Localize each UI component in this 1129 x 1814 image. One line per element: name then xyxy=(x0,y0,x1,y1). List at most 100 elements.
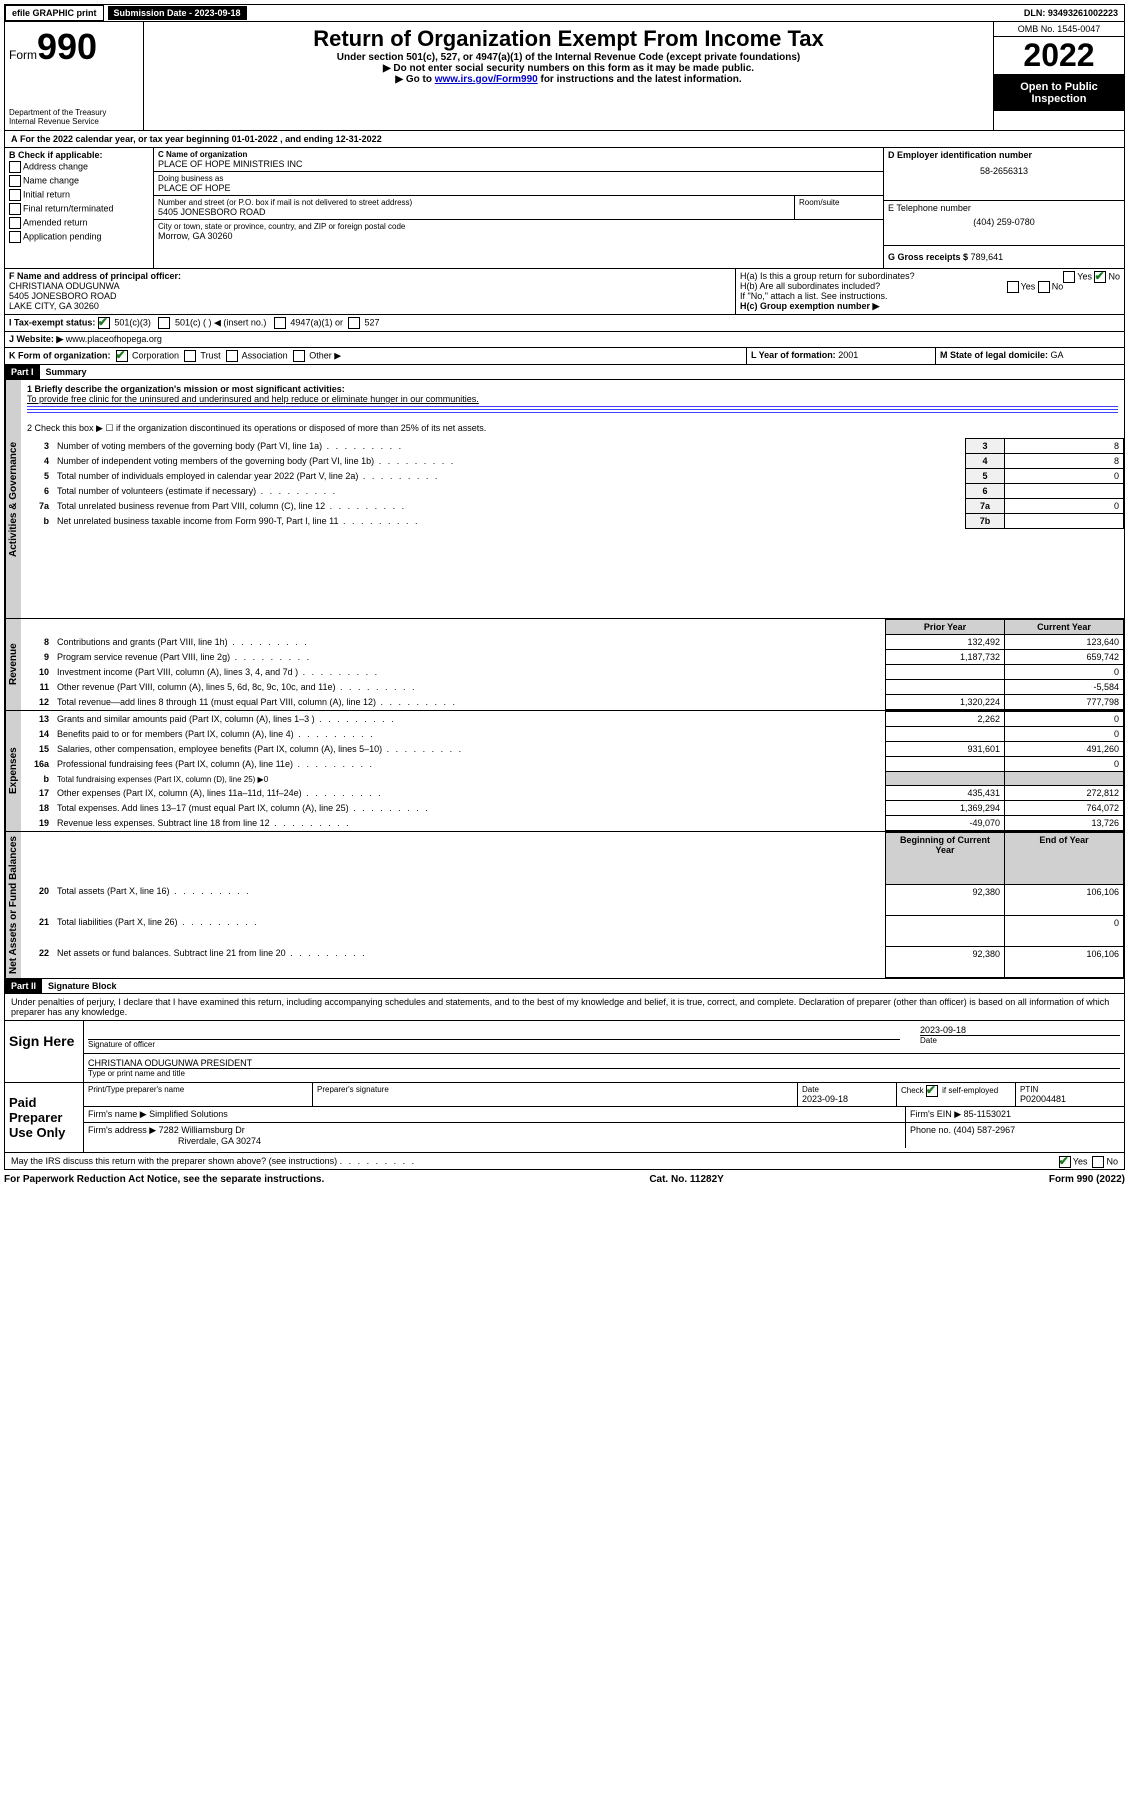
chk-address-change[interactable]: Address change xyxy=(9,160,149,174)
irs-link[interactable]: www.irs.gov/Form990 xyxy=(435,74,538,85)
revenue-table: Prior Year Current Year8 Contributions a… xyxy=(21,619,1124,710)
part1-body: Activities & Governance 1 Briefly descri… xyxy=(4,380,1125,619)
firm-addr2: Riverdale, GA 30274 xyxy=(178,1136,261,1146)
chk-ha-no[interactable] xyxy=(1094,271,1106,283)
chk-4947[interactable] xyxy=(274,317,286,329)
officer-group-grid: F Name and address of principal officer:… xyxy=(4,269,1125,315)
org-form-grid: K Form of organization: Corporation Trus… xyxy=(4,348,1125,365)
chk-discuss-no[interactable] xyxy=(1092,1156,1104,1168)
org-name: PLACE OF HOPE MINISTRIES INC xyxy=(158,159,879,169)
tax-status-label: I Tax-exempt status: xyxy=(9,317,95,327)
dba-value: PLACE OF HOPE xyxy=(158,183,879,193)
pp-name-label: Print/Type preparer's name xyxy=(88,1085,308,1094)
sig-officer-label: Signature of officer xyxy=(88,1040,900,1049)
ptin-label: PTIN xyxy=(1020,1085,1120,1094)
table-row: 11 Other revenue (Part VIII, column (A),… xyxy=(21,680,1124,695)
box-h: H(a) Is this a group return for subordin… xyxy=(736,269,1124,314)
submission-date-button[interactable]: Submission Date - 2023-09-18 xyxy=(108,6,247,20)
chk-name-change[interactable]: Name change xyxy=(9,174,149,188)
chk-corporation[interactable] xyxy=(116,350,128,362)
table-row: 8 Contributions and grants (Part VIII, l… xyxy=(21,635,1124,650)
chk-hb-yes[interactable] xyxy=(1007,281,1019,293)
chk-discuss-yes[interactable] xyxy=(1059,1156,1071,1168)
line2-text: 2 Check this box ▶ ☐ if the organization… xyxy=(21,419,1124,438)
chk-501c[interactable] xyxy=(158,317,170,329)
table-row: 16a Professional fundraising fees (Part … xyxy=(21,757,1124,772)
mission-block: 1 Briefly describe the organization's mi… xyxy=(21,380,1124,419)
part1-header: Part I Summary xyxy=(4,365,1125,380)
chk-527[interactable] xyxy=(348,317,360,329)
tax-status-grid: I Tax-exempt status: 501(c)(3) 501(c) ( … xyxy=(4,315,1125,348)
table-row: 15 Salaries, other compensation, employe… xyxy=(21,742,1124,757)
gross-receipts-value: 789,641 xyxy=(971,252,1004,262)
chk-self-employed[interactable] xyxy=(926,1085,938,1097)
table-header-row: Prior Year Current Year xyxy=(21,620,1124,635)
chk-association[interactable] xyxy=(226,350,238,362)
table-row: 17 Other expenses (Part IX, column (A), … xyxy=(21,786,1124,801)
ein-label: D Employer identification number xyxy=(888,150,1120,160)
ein-value: 58-2656313 xyxy=(888,166,1120,176)
city-label: City or town, state or province, country… xyxy=(158,222,879,231)
street-value: 5405 JONESBORO ROAD xyxy=(158,207,790,217)
org-name-label: C Name of organization xyxy=(158,150,879,159)
table-row: 4 Number of independent voting members o… xyxy=(21,454,1124,469)
chk-final-return[interactable]: Final return/terminated xyxy=(9,202,149,216)
mission-text: To provide free clinic for the uninsured… xyxy=(27,394,1118,404)
officer-addr1: 5405 JONESBORO ROAD xyxy=(9,291,117,301)
discuss-label: May the IRS discuss this return with the… xyxy=(11,1156,337,1166)
footer-left: For Paperwork Reduction Act Notice, see … xyxy=(4,1174,324,1185)
revenue-section-label: Revenue xyxy=(5,619,21,710)
firm-addr1: 7282 Williamsburg Dr xyxy=(159,1125,245,1135)
table-row: 14 Benefits paid to or for members (Part… xyxy=(21,727,1124,742)
gross-receipts-label: G Gross receipts $ xyxy=(888,252,968,262)
firm-addr-label: Firm's address ▶ xyxy=(88,1125,156,1135)
page-footer: For Paperwork Reduction Act Notice, see … xyxy=(4,1170,1125,1189)
firm-name-label: Firm's name ▶ xyxy=(88,1109,147,1119)
table-row: 10 Investment income (Part VIII, column … xyxy=(21,665,1124,680)
form-header: Form990 Department of the Treasury Inter… xyxy=(4,22,1125,131)
footer-right: Form 990 (2022) xyxy=(1049,1174,1125,1185)
form-title: Return of Organization Exempt From Incom… xyxy=(148,26,989,52)
table-row: 13 Grants and similar amounts paid (Part… xyxy=(21,712,1124,727)
pp-sig-label: Preparer's signature xyxy=(317,1085,793,1094)
table-row: b Net unrelated business taxable income … xyxy=(21,514,1124,529)
firm-phone-label: Phone no. xyxy=(910,1125,951,1135)
box-c: C Name of organization PLACE OF HOPE MIN… xyxy=(154,148,884,268)
part2-header: Part II Signature Block xyxy=(4,979,1125,994)
part2-title: Signature Block xyxy=(42,979,123,993)
box-i: I Tax-exempt status: 501(c)(3) 501(c) ( … xyxy=(5,315,1124,331)
gov-section-label: Activities & Governance xyxy=(5,380,21,618)
officer-label: F Name and address of principal officer: xyxy=(9,271,181,281)
chk-501c3[interactable] xyxy=(98,317,110,329)
efile-label: efile GRAPHIC print xyxy=(5,5,104,21)
chk-amended-return[interactable]: Amended return xyxy=(9,216,149,230)
table-row: 6 Total number of volunteers (estimate i… xyxy=(21,484,1124,499)
form-number: 990 xyxy=(37,26,97,67)
dba-label: Doing business as xyxy=(158,174,879,183)
omb-number: OMB No. 1545-0047 xyxy=(994,22,1124,37)
box-m: M State of legal domicile: GA xyxy=(936,348,1124,364)
open-public-badge: Open to Public Inspection xyxy=(994,75,1124,111)
sign-here-block: Sign Here Signature of officer 2023-09-1… xyxy=(4,1021,1125,1083)
box-b: B Check if applicable: Address change Na… xyxy=(5,148,154,268)
table-row: 21 Total liabilities (Part X, line 26) 0 xyxy=(21,915,1124,946)
part1-label: Part I xyxy=(5,365,40,379)
firm-ein-value: 85-1153021 xyxy=(964,1109,1011,1119)
chk-other[interactable] xyxy=(293,350,305,362)
table-row: 19 Revenue less expenses. Subtract line … xyxy=(21,816,1124,831)
paid-preparer-label: Paid Preparer Use Only xyxy=(5,1083,84,1152)
box-j: J Website: ▶ www.placeofhopega.org xyxy=(5,332,1124,347)
chk-application-pending[interactable]: Application pending xyxy=(9,230,149,244)
website-value: www.placeofhopega.org xyxy=(66,334,162,344)
chk-hb-no[interactable] xyxy=(1038,281,1050,293)
chk-ha-yes[interactable] xyxy=(1063,271,1075,283)
instruction-ssn: ▶ Do not enter social security numbers o… xyxy=(148,63,989,74)
form-subtitle: Under section 501(c), 527, or 4947(a)(1)… xyxy=(148,52,989,63)
chk-initial-return[interactable]: Initial return xyxy=(9,188,149,202)
table-row: b Total fundraising expenses (Part IX, c… xyxy=(21,772,1124,786)
box-l: L Year of formation: 2001 xyxy=(747,348,936,364)
entity-info-grid: B Check if applicable: Address change Na… xyxy=(4,148,1125,269)
chk-trust[interactable] xyxy=(184,350,196,362)
table-row: 22 Net assets or fund balances. Subtract… xyxy=(21,946,1124,977)
table-row: 18 Total expenses. Add lines 13–17 (must… xyxy=(21,801,1124,816)
